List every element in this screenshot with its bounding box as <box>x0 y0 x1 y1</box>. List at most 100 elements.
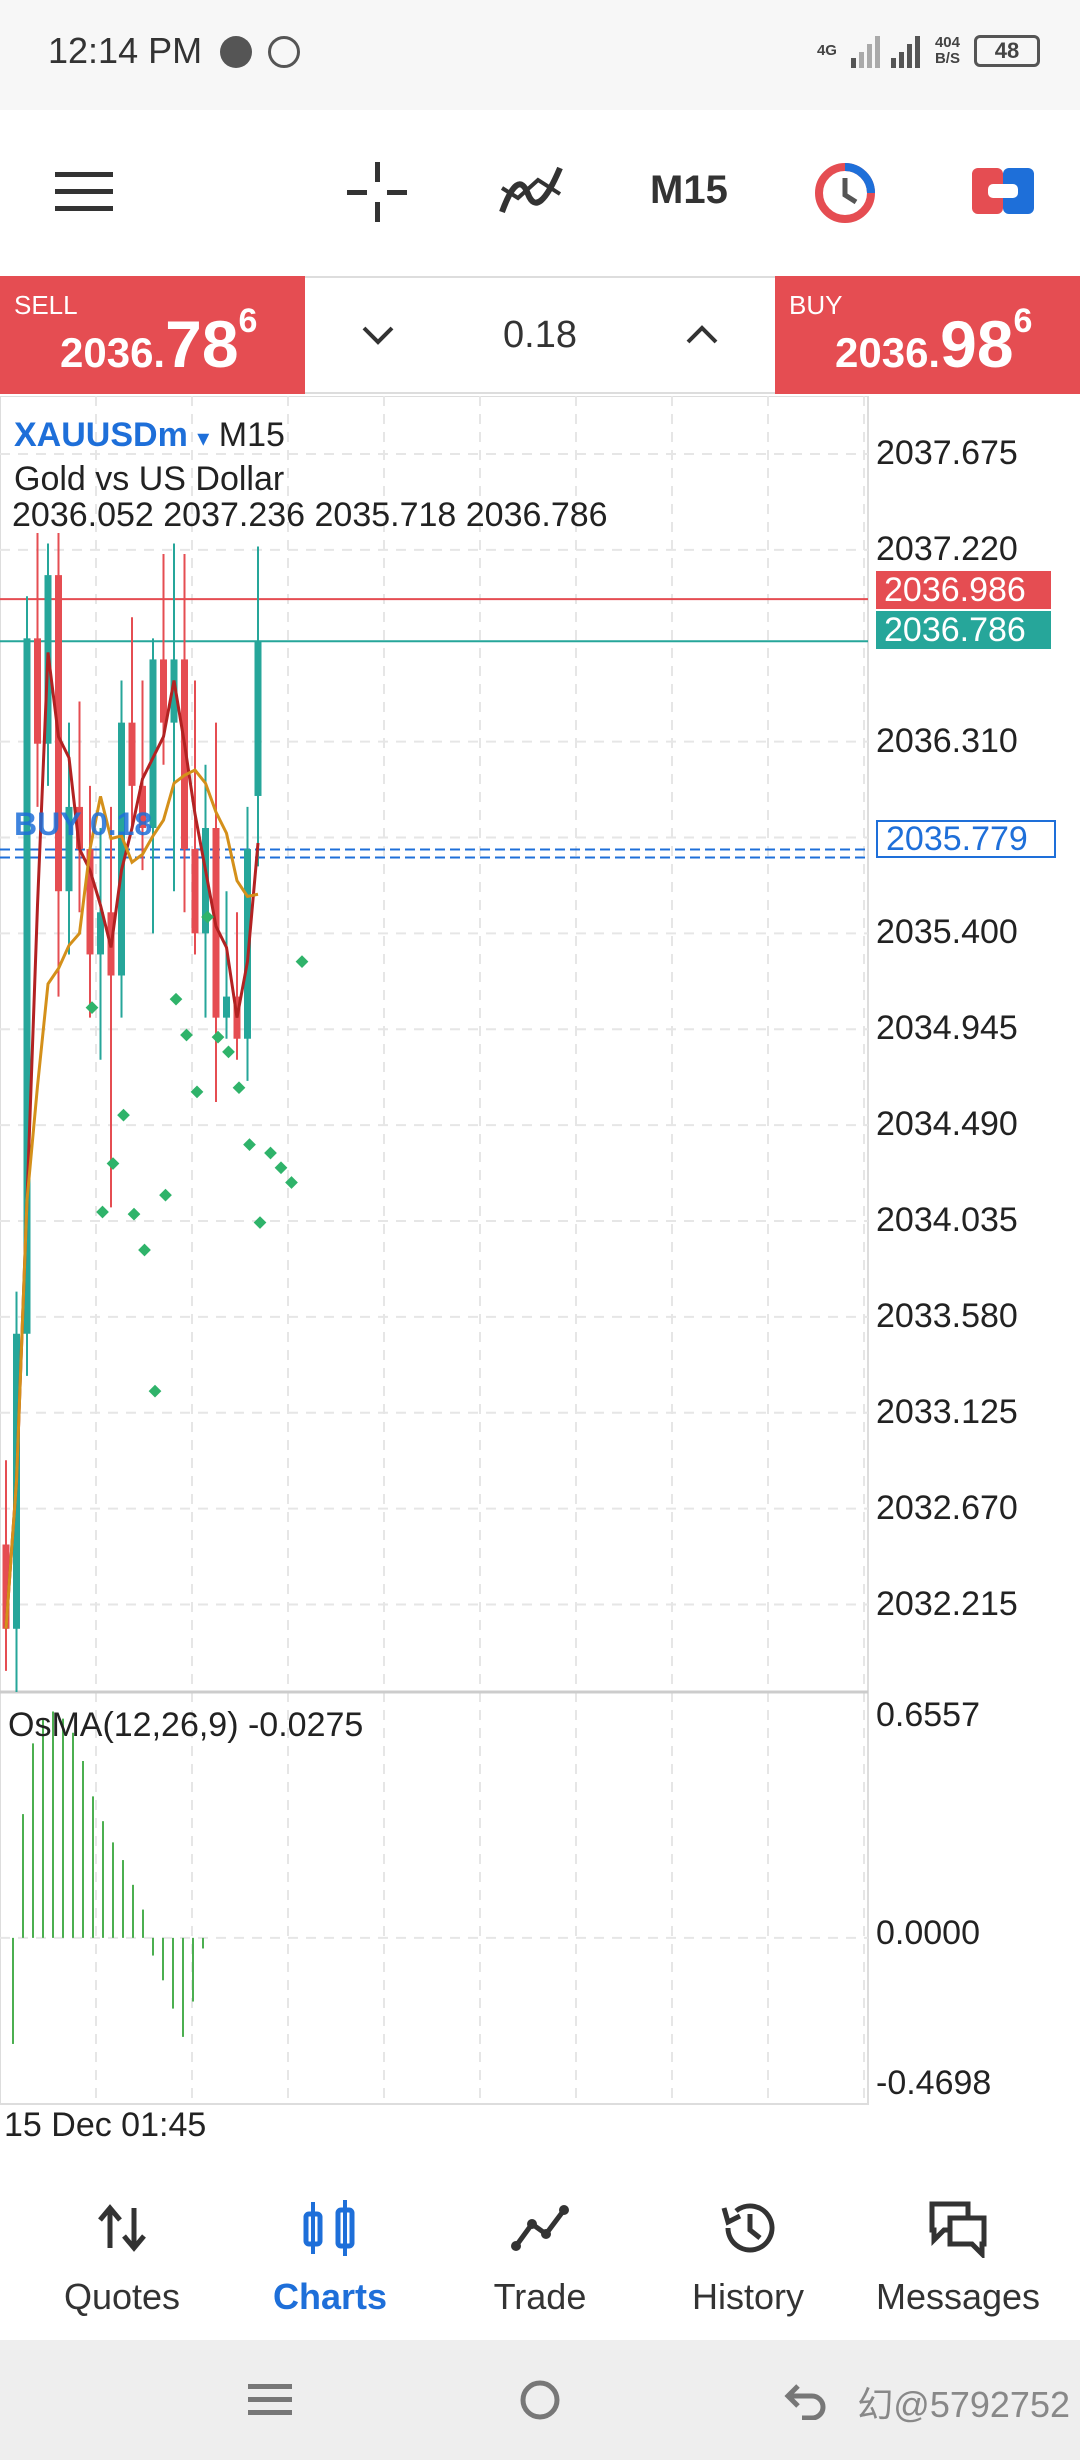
candle-body <box>76 806 83 850</box>
chart-timeframe: M15 <box>218 416 285 454</box>
whatsapp-icon <box>268 36 300 68</box>
chart-canvas[interactable] <box>0 396 1080 2156</box>
battery-icon: 48 <box>974 35 1040 67</box>
status-bar: 12:14 PM 4G 404 B/S 48 <box>0 0 1080 110</box>
candle-body <box>65 806 73 892</box>
charts-icon <box>303 2200 355 2256</box>
position-price-tag: 2035.779 <box>876 820 1056 858</box>
candle-body <box>34 638 41 744</box>
messages-icon <box>929 2201 987 2258</box>
trade-icon <box>511 2205 569 2251</box>
candle-body <box>244 849 251 1039</box>
home-icon[interactable] <box>518 2378 562 2422</box>
position-label: BUY 0.18 <box>14 806 153 842</box>
candle-body <box>160 659 167 723</box>
clock-icon[interactable] <box>812 160 878 226</box>
price-axis-label: 2037.220 <box>876 529 1018 568</box>
indicators-icon[interactable] <box>498 158 566 222</box>
nav-label: Charts <box>272 2276 388 2317</box>
psar-dot <box>106 1157 120 1170</box>
candle-body <box>149 659 157 828</box>
candle-body <box>118 722 125 976</box>
nav-charts[interactable]: Charts <box>222 2158 438 2340</box>
candle-body <box>86 849 94 955</box>
signal-icon <box>850 36 920 68</box>
chevron-up-icon[interactable] <box>682 320 722 350</box>
price-axis-label: 2032.215 <box>876 1584 1018 1623</box>
psar-dot <box>159 1188 172 1202</box>
bottom-navigation: Quotes Charts Trade History Messages <box>0 2158 1080 2340</box>
sell-price: 2036.786 <box>60 302 258 381</box>
osma-title: OsMA(12,26,9) -0.0275 <box>8 1706 364 1744</box>
candle-body <box>139 785 146 828</box>
notification-icon <box>220 36 252 68</box>
buy-label: BUY <box>789 290 843 320</box>
symbol-name[interactable]: XAUUSDm <box>14 416 188 454</box>
candle-body <box>23 638 31 1334</box>
ask-price-tag: 2036.986 <box>876 571 1051 609</box>
nav-label: Messages <box>875 2276 1041 2317</box>
buy-price: 2036.986 <box>835 302 1033 381</box>
price-axis-label: 2035.400 <box>876 913 1018 952</box>
symbol-description: Gold vs US Dollar <box>14 460 285 498</box>
quotes-icon <box>98 2204 146 2252</box>
chart-toolbar: M15 <box>0 110 1080 275</box>
nav-quotes[interactable]: Quotes <box>14 2158 230 2340</box>
hamburger-icon[interactable] <box>55 170 113 214</box>
status-time: 12:14 PM <box>48 30 203 71</box>
psar-dot <box>264 1146 277 1160</box>
psar-dot <box>169 992 183 1006</box>
psar-dot <box>211 1030 225 1044</box>
date-label: 15 Dec 01:45 <box>4 2106 207 2144</box>
candle-body <box>254 641 262 796</box>
network-speed: 404 B/S <box>934 34 960 67</box>
nav-trade[interactable]: Trade <box>432 2158 648 2340</box>
price-axis-label: 2034.490 <box>876 1105 1018 1144</box>
nav-label: History <box>691 2276 804 2317</box>
candle-body <box>223 996 230 1018</box>
price-axis-label: 2033.125 <box>876 1392 1018 1431</box>
price-axis-label: 2037.675 <box>876 433 1018 472</box>
candle-body <box>181 659 188 850</box>
sell-button[interactable]: SELL 2036.786 <box>0 276 305 394</box>
candle-body <box>2 1544 10 1629</box>
moving-average-slow <box>4 768 259 1629</box>
psar-dot <box>274 1161 288 1175</box>
symbol-dropdown-icon[interactable]: ▾ <box>197 425 210 452</box>
sell-label: SELL <box>14 290 78 320</box>
plot-frame <box>0 396 869 2105</box>
nav-messages[interactable]: Messages <box>850 2158 1066 2340</box>
bid-price-tag: 2036.786 <box>876 611 1051 649</box>
recent-apps-icon[interactable] <box>248 2380 292 2420</box>
network-type: 4G <box>816 42 837 59</box>
price-axis-label: 2032.670 <box>876 1488 1018 1527</box>
nav-history[interactable]: History <box>640 2158 856 2340</box>
price-chart[interactable]: XAUUSDm ▾ M15 Gold vs US Dollar 2036.052… <box>0 396 1080 2156</box>
psar-dot <box>148 1384 162 1398</box>
one-click-trading-icon[interactable] <box>972 168 1034 214</box>
psar-dot <box>180 1028 193 1042</box>
buy-button[interactable]: BUY 2036.986 <box>775 276 1080 394</box>
lot-size-selector: 0.18 <box>305 276 775 394</box>
psar-dot <box>201 910 214 924</box>
psar-dot <box>222 1045 235 1059</box>
timeframe-button[interactable]: M15 <box>650 168 728 212</box>
crosshair-icon[interactable] <box>345 160 409 224</box>
psar-dot <box>127 1207 141 1221</box>
psar-dot <box>243 1138 256 1151</box>
back-icon[interactable] <box>784 2380 828 2420</box>
psar-dot <box>253 1216 267 1229</box>
price-axis-label: 2034.945 <box>876 1009 1018 1048</box>
chevron-down-icon[interactable] <box>358 320 398 350</box>
nav-label: Trade <box>493 2276 587 2317</box>
psar-dot <box>232 1081 246 1095</box>
osma-label-top: 0.6557 <box>876 1696 980 1734</box>
watermark: 幻@5792752 <box>857 2384 1070 2425</box>
osma-label-zero: 0.0000 <box>876 1914 980 1952</box>
status-indicators: 4G 404 B/S 48 <box>817 34 1040 68</box>
osma-label-bottom: -0.4698 <box>876 2064 992 2102</box>
psar-dot <box>138 1243 151 1257</box>
candle-body <box>97 912 104 955</box>
chart-symbol-line: XAUUSDm ▾ M15 <box>14 416 285 455</box>
lot-size-input[interactable]: 0.18 <box>503 313 577 356</box>
